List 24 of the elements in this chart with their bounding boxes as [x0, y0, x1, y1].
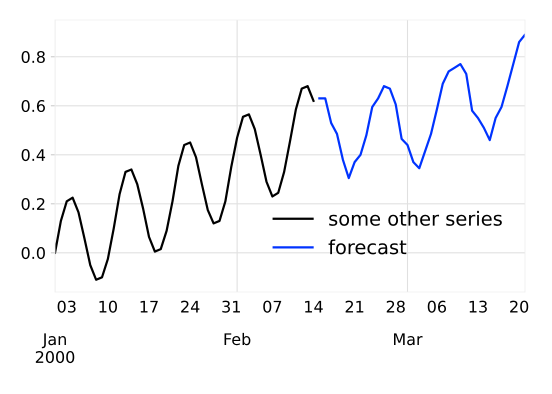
y-tick-label: 0.6 — [22, 100, 45, 112]
line-series — [318, 34, 525, 180]
y-tick-label: 0.8 — [22, 50, 45, 64]
x-tick-label: 03 — [58, 300, 76, 313]
x-tick-label: 31 — [222, 300, 240, 313]
legend-label: some other series — [329, 210, 502, 226]
x-tick-label: 13 — [470, 300, 487, 313]
x-tick-label: 20 — [510, 300, 528, 313]
x-tick-label: 07 — [263, 300, 282, 313]
y-tick-label: 0.0 — [22, 247, 45, 260]
y-tick-label: 0.4 — [22, 148, 46, 162]
x-tick-label: 10 — [99, 300, 117, 313]
x-tick-label: 06 — [428, 300, 446, 313]
x-tick-label: 14 — [305, 300, 323, 312]
line-series — [55, 85, 315, 281]
x2-tick-label: Feb — [224, 332, 250, 346]
x-tick-label: 17 — [140, 300, 158, 312]
y-tick-label: 0.2 — [22, 198, 44, 210]
x2-tick-label: Mar — [394, 333, 423, 346]
x-tick-label: 24 — [181, 300, 200, 312]
x-tick-label: 28 — [386, 300, 405, 313]
x-tick-label: 21 — [346, 300, 364, 312]
legend-label: forecast — [328, 239, 406, 254]
x2-tick-label: Jan 2000 — [36, 333, 74, 364]
